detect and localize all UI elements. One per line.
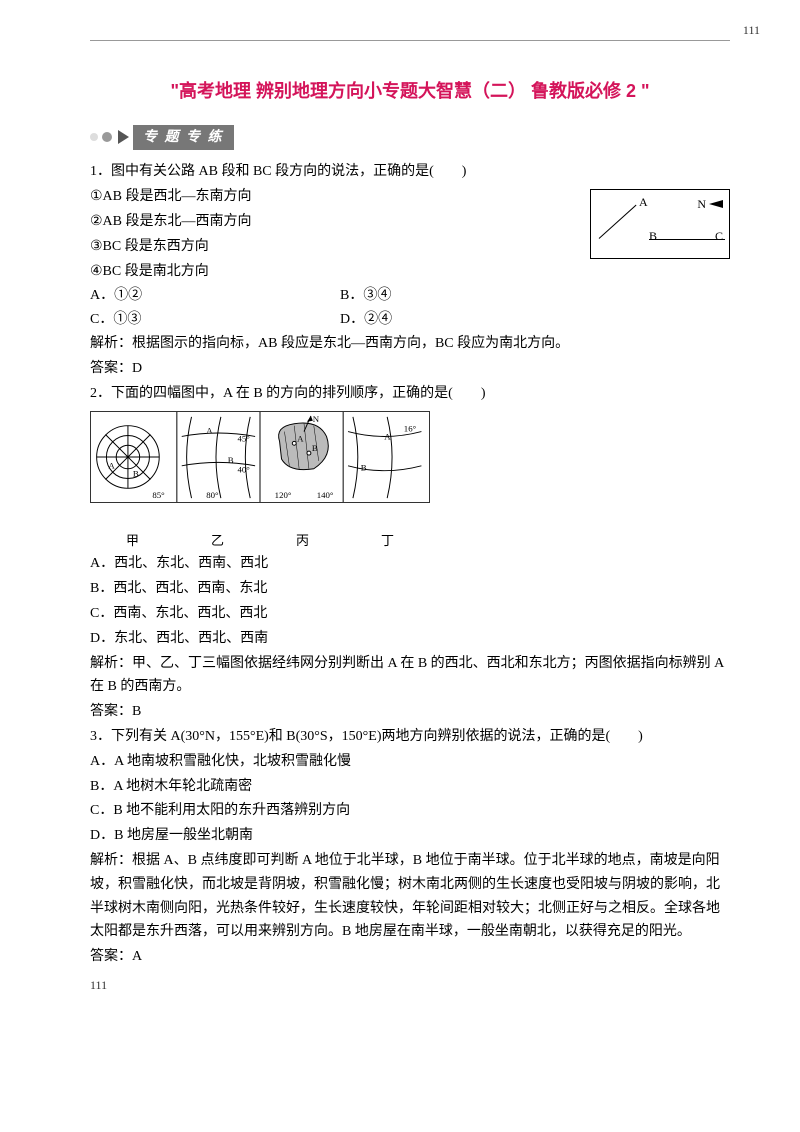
q2-answer: 答案：B xyxy=(90,700,730,724)
svg-text:40°: 40° xyxy=(238,465,251,475)
top-rule xyxy=(90,40,730,41)
q2-stem: 2．下面的四幅图中，A 在 B 的方向的排列顺序，正确的是( ) xyxy=(90,382,730,406)
svg-text:140°: 140° xyxy=(317,490,334,500)
section-banner: 专 题 专 练 xyxy=(90,125,730,151)
svg-text:A: A xyxy=(297,434,304,444)
fig-label-a: A xyxy=(639,192,648,212)
q3-optB: B．A 地树木年轮北疏南密 xyxy=(90,775,730,799)
arrow-left-icon xyxy=(709,200,723,208)
svg-text:A: A xyxy=(384,432,391,442)
svg-text:85°: 85° xyxy=(152,490,165,500)
svg-text:B: B xyxy=(361,463,367,473)
q3-optA: A．A 地南坡积雪融化快，北坡积雪融化慢 xyxy=(90,750,730,774)
svg-text:N: N xyxy=(313,414,320,424)
q3-answer: 答案：A xyxy=(90,945,730,969)
q1-figure: N A B C xyxy=(590,189,730,259)
banner-label: 专 题 专 练 xyxy=(133,125,234,151)
dot-icon xyxy=(90,133,98,141)
fig-line xyxy=(649,239,725,240)
q1-explanation: 解析：根据图示的指向标，AB 段应是东北—西南方向，BC 段应为南北方向。 xyxy=(90,332,730,356)
arrow-icon xyxy=(118,130,129,144)
q2-optC: C．西南、东北、西北、西北 xyxy=(90,602,730,626)
q1-optB: B．③④ xyxy=(340,284,391,308)
q1-optD: D．②④ xyxy=(340,308,392,332)
q2-figure: A B 85° A B 45° 40° 80° xyxy=(90,411,430,526)
svg-text:16°: 16° xyxy=(404,424,417,434)
panel-label: 丁 xyxy=(345,530,430,552)
svg-text:B: B xyxy=(228,455,234,465)
q2-panel-labels: 甲 乙 丙 丁 xyxy=(90,530,430,552)
q3-optD: D．B 地房屋一般坐北朝南 xyxy=(90,824,730,848)
svg-text:80°: 80° xyxy=(206,490,219,500)
svg-text:B: B xyxy=(312,443,318,453)
svg-text:120°: 120° xyxy=(275,490,292,500)
q2-optA: A．西北、东北、西南、西北 xyxy=(90,552,730,576)
q3-stem: 3．下列有关 A(30°N，155°E)和 B(30°S，150°E)两地方向辨… xyxy=(90,725,730,749)
svg-text:A: A xyxy=(108,461,115,471)
q2-explanation: 解析：甲、乙、丁三幅图依据经纬网分别判断出 A 在 B 的西北、西北和东北方；丙… xyxy=(90,652,730,700)
q1-answer: 答案：D xyxy=(90,357,730,381)
q3-optC: C．B 地不能利用太阳的东升西落辨别方向 xyxy=(90,799,730,823)
q2-optD: D．东北、西北、西北、西南 xyxy=(90,627,730,651)
q1-optA: A．①② xyxy=(90,284,340,308)
q1-sub4: ④BC 段是南北方向 xyxy=(90,260,730,284)
q1-stem: 1．图中有关公路 AB 段和 BC 段方向的说法，正确的是( ) xyxy=(90,160,730,184)
page-number-top: 111 xyxy=(743,20,760,40)
svg-text:B: B xyxy=(133,469,139,479)
panel-label: 丙 xyxy=(260,530,345,552)
doc-title: "高考地理 辨别地理方向小专题大智慧（二） 鲁教版必修 2 " xyxy=(90,76,730,107)
fig-line xyxy=(599,205,637,239)
fig-label-c: C xyxy=(715,226,723,246)
svg-text:45°: 45° xyxy=(238,434,251,444)
panel-label: 乙 xyxy=(175,530,260,552)
panel-label: 甲 xyxy=(90,530,175,552)
fig-label-b: B xyxy=(649,226,657,246)
q2-optB: B．西北、西北、西南、东北 xyxy=(90,577,730,601)
dot-icon xyxy=(102,132,112,142)
page-number-bottom: 111 xyxy=(90,975,107,995)
q1-optC: C．①③ xyxy=(90,308,340,332)
north-label: N xyxy=(697,194,706,214)
q3-explanation: 解析：根据 A、B 点纬度即可判断 A 地位于北半球，B 地位于南半球。位于北半… xyxy=(90,849,730,944)
svg-text:A: A xyxy=(206,426,213,436)
